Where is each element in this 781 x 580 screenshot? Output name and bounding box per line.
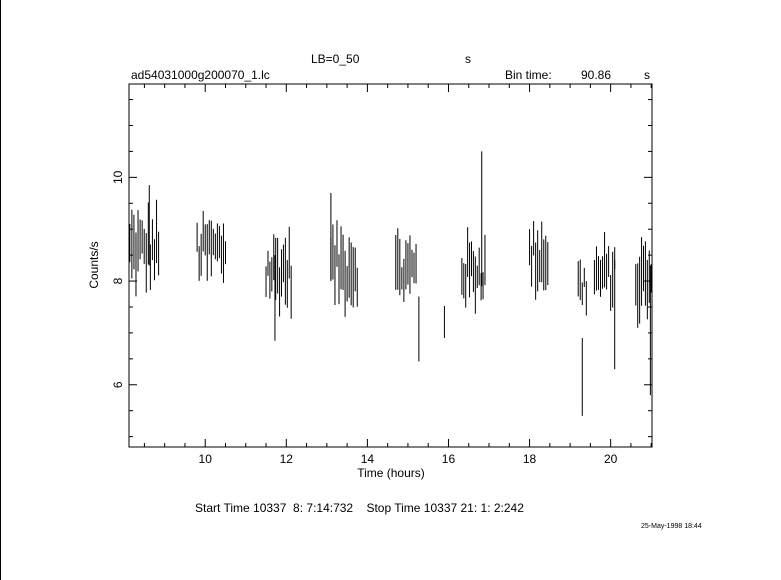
x-tick-label: 14 <box>361 452 375 466</box>
plot-date: 25-May-1998 18:44 <box>641 523 702 530</box>
y-axis-label: Counts/s <box>87 241 101 288</box>
bin-time-value: 90.86 <box>581 68 612 82</box>
x-tick-label: 16 <box>442 452 456 466</box>
bin-time-label: Bin time: <box>505 68 552 82</box>
y-tick-label: 10 <box>111 170 125 184</box>
filter-label: LB=0_50 <box>311 52 360 66</box>
x-tick-label: 12 <box>280 452 294 466</box>
y-tick-label: 8 <box>111 277 125 284</box>
bin-time-unit: s <box>644 68 650 82</box>
x-axis-label: Time (hours) <box>357 466 425 480</box>
filename-label: ad54031000g200070_1.lc <box>131 68 270 82</box>
filter-unit: s <box>465 52 471 66</box>
start-stop-times: Start Time 10337 8: 7:14:732 Stop Time 1… <box>195 501 524 515</box>
y-tick-label: 6 <box>111 381 125 388</box>
x-tick-label: 18 <box>523 452 537 466</box>
x-tick-label: 10 <box>199 452 213 466</box>
window-border <box>0 0 1 580</box>
plot-frame <box>128 83 653 448</box>
axis-ticks: 10 12 14 16 18 20 6 8 10 <box>111 84 652 466</box>
x-tick-label: 20 <box>604 452 618 466</box>
data-points <box>129 151 652 416</box>
